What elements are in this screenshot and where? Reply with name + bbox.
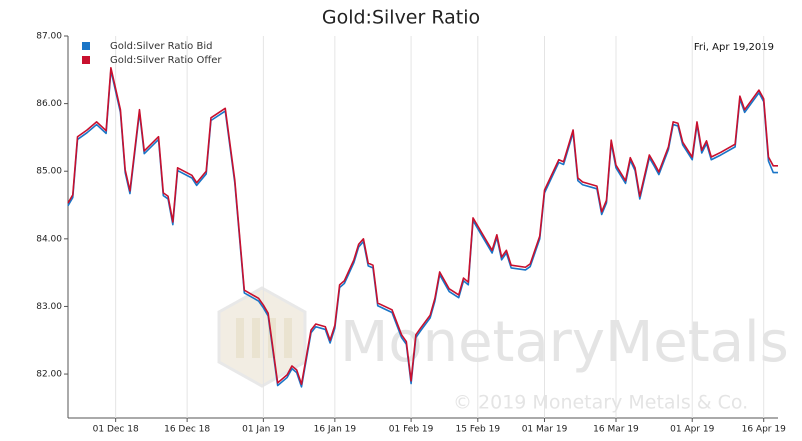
y-tick-label: 86.00 xyxy=(36,99,62,109)
watermark-logo-bar xyxy=(236,318,244,358)
x-tick-label: 16 Jan 19 xyxy=(314,425,357,435)
chart-title: Gold:Silver Ratio xyxy=(322,7,480,29)
legend-label: Gold:Silver Ratio Offer xyxy=(110,55,222,66)
watermark: MonetaryMetals © 2019 Monetary Metals & … xyxy=(217,286,789,414)
legend-swatch xyxy=(82,56,90,64)
legend-swatch xyxy=(82,42,90,50)
data-line xyxy=(67,66,778,385)
watermark-logo-bar xyxy=(284,318,292,358)
y-tick-label: 84.00 xyxy=(36,234,62,244)
x-tick-label: 01 Jan 19 xyxy=(242,425,285,435)
y-tick-label: 83.00 xyxy=(36,302,62,312)
y-tick-label: 87.00 xyxy=(36,32,62,42)
x-tick-label: 01 Dec 18 xyxy=(93,425,139,435)
x-tick-label: 16 Dec 18 xyxy=(164,425,210,435)
y-tick-label: 85.00 xyxy=(36,167,62,177)
x-tick-label: 16 Mar 19 xyxy=(593,425,639,435)
watermark-copyright: © 2019 Monetary Metals & Co. xyxy=(453,392,748,414)
x-tick-label: 01 Apr 19 xyxy=(670,425,714,435)
watermark-logo-shape xyxy=(217,286,307,388)
watermark-logo-text: MonetaryMetals xyxy=(340,310,789,375)
x-tick-label: 15 Feb 19 xyxy=(456,425,501,435)
x-tick-label: 01 Feb 19 xyxy=(389,425,434,435)
date-annotation: Fri, Apr 19,2019 xyxy=(694,42,774,53)
watermark-logo-bar xyxy=(252,318,260,358)
legend-label: Gold:Silver Ratio Bid xyxy=(110,41,212,52)
x-tick-label: 16 Apr 19 xyxy=(742,425,786,435)
x-tick-label: 01 Mar 19 xyxy=(522,425,568,435)
y-tick-label: 82.00 xyxy=(36,370,62,380)
